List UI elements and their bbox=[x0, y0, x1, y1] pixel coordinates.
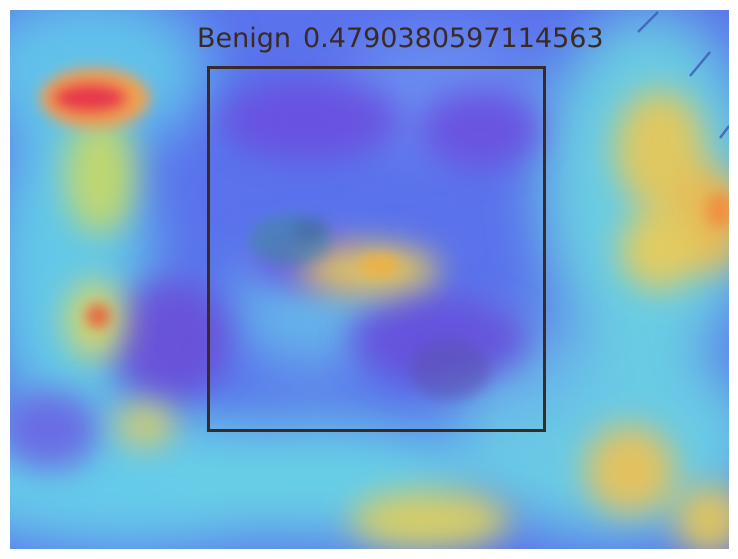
detection-class-label: Benign bbox=[197, 23, 291, 54]
detection-bounding-box bbox=[207, 66, 546, 432]
image-frame bbox=[10, 10, 729, 549]
detection-label: Benign 0.4790380597114563 bbox=[197, 24, 604, 54]
detection-score: 0.4790380597114563 bbox=[303, 23, 604, 54]
gradcam-heatmap-overlay bbox=[10, 10, 729, 549]
